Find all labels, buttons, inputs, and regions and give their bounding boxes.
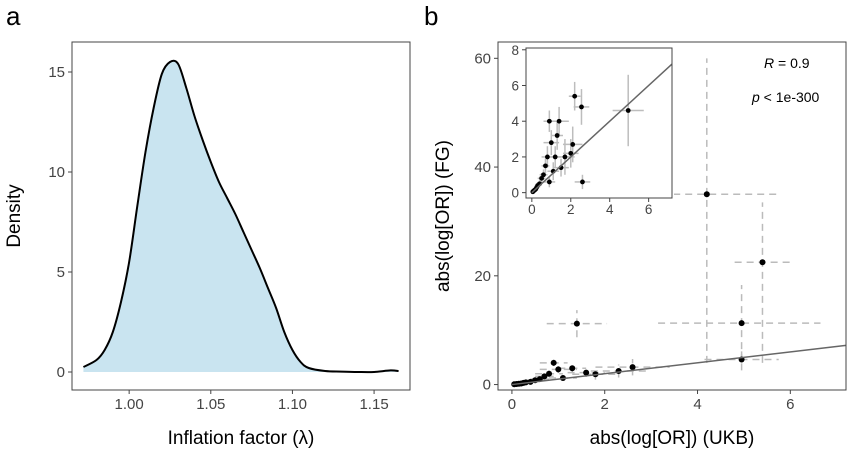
stat-r: R = 0.9	[764, 55, 810, 71]
inset-point-17	[546, 179, 552, 185]
inset-point-9	[548, 140, 554, 146]
panel-a-x-tick-label-0: 1.00	[115, 396, 144, 413]
inset-point-3	[556, 118, 562, 124]
panel-b-x-axis-label: abs(log[OR]) (UKB)	[590, 428, 755, 449]
inset-x-tick-label-3: 6	[645, 202, 653, 217]
panel-a-y-tick-label-3: 15	[48, 64, 65, 81]
panel-b-point-12	[546, 370, 553, 377]
inset-regression-line	[531, 63, 673, 194]
panel-b-frame	[497, 41, 847, 391]
inset-point-7	[568, 150, 574, 156]
inset-point-4	[546, 118, 552, 124]
panel-b-point-1	[759, 259, 766, 266]
panel-a-density-plot: 1.00 1.05 1.10 1.15 0 5 10 15 Inflation factor …	[4, 41, 411, 449]
panel-b-point-9	[569, 365, 576, 372]
inset-y-tick-label-3: 6	[511, 79, 519, 94]
panel-b-marks	[511, 58, 847, 388]
stat-r-label: R	[764, 55, 774, 71]
panel-a-frame	[71, 41, 411, 391]
inset-point-1	[579, 104, 584, 110]
inset-point-16	[539, 175, 544, 181]
panel-b-x-tick-label-1: 2	[601, 396, 609, 413]
panel-b-y-axis-label: abs(log[OR]) (FG)	[433, 140, 454, 292]
panel-b-x-tick-label-2: 4	[693, 396, 701, 413]
panel-b-y-tick-label-0: 0	[483, 377, 491, 394]
panel-a-x-tick-label-1: 1.05	[196, 396, 225, 413]
inset-marks	[530, 63, 673, 195]
panel-a-y-tick-label-1: 5	[57, 264, 65, 281]
panel-a-x-tick-label-2: 1.10	[278, 396, 307, 413]
inset-point-0	[625, 108, 631, 113]
panel-b-point-6	[615, 367, 622, 374]
stat-p-value: < 1e-300	[760, 89, 820, 105]
inset-y-tick-label-4: 8	[511, 43, 519, 58]
panel-b-point-14	[541, 373, 548, 380]
panel-b-point-10	[555, 366, 562, 373]
inset-background	[500, 44, 674, 201]
inset-point-11	[545, 154, 550, 160]
density-area	[83, 60, 399, 373]
inset-point-6	[570, 142, 576, 147]
panel-b-inset: 0 2 4 6 0 2 4 6 8	[500, 43, 674, 217]
panel-b-y-tick-label-1: 20	[474, 268, 491, 285]
inset-point-14	[543, 163, 548, 169]
inset-ticks: 0 2 4 6 0 2 4 6 8	[511, 43, 652, 217]
inset-x-tick-label-0: 0	[528, 202, 536, 217]
panel-a-y-tick-label-0: 0	[57, 364, 65, 381]
inset-frame	[525, 47, 673, 199]
panel-a-y-tick-label-2: 10	[48, 164, 65, 181]
stat-r-value: = 0.9	[774, 55, 810, 71]
inset-y-tick-label-0: 0	[511, 186, 519, 201]
density-line	[82, 59, 399, 374]
panel-a-x-axis-label: Inflation factor (λ)	[168, 428, 315, 449]
inset-point-5	[554, 133, 560, 138]
panel-b-point-5	[629, 364, 636, 371]
panel-b-point-2	[738, 320, 745, 327]
panel-b-point-0	[703, 191, 710, 198]
panel-b-y-tick-label-3: 60	[474, 50, 491, 67]
inset-y-tick-label-1: 2	[511, 150, 519, 165]
panel-b-x-tick-label-3: 6	[786, 396, 794, 413]
inset-point-25	[580, 179, 585, 185]
panel-b-point-8	[583, 369, 590, 376]
panel-b-point-4	[573, 320, 580, 327]
panel-b-x-tick-label-0: 0	[508, 396, 516, 413]
panel-a-letter: a	[6, 1, 21, 31]
panel-b-letter: b	[424, 1, 438, 31]
inset-point-10	[552, 154, 558, 160]
panel-b-regression-line	[511, 344, 847, 386]
inset-point-2	[572, 93, 578, 99]
panel-a-ticks: 1.00 1.05 1.10 1.15 0 5 10 15	[48, 64, 388, 413]
inset-x-tick-label-1: 2	[567, 202, 575, 217]
panel-a-x-tick-label-3: 1.15	[359, 396, 388, 413]
inset-point-8	[562, 154, 568, 160]
panel-a-marks	[82, 59, 399, 374]
inset-x-tick-label-2: 4	[606, 202, 614, 217]
panel-b-point-11	[550, 359, 557, 366]
stat-p: p < 1e-300	[751, 89, 820, 105]
inset-point-15	[541, 172, 546, 178]
panel-b-y-tick-label-2: 40	[474, 159, 491, 176]
inset-y-tick-label-2: 4	[511, 114, 519, 129]
stat-p-label: p	[751, 89, 760, 105]
panel-a-y-axis-label: Density	[4, 184, 25, 248]
